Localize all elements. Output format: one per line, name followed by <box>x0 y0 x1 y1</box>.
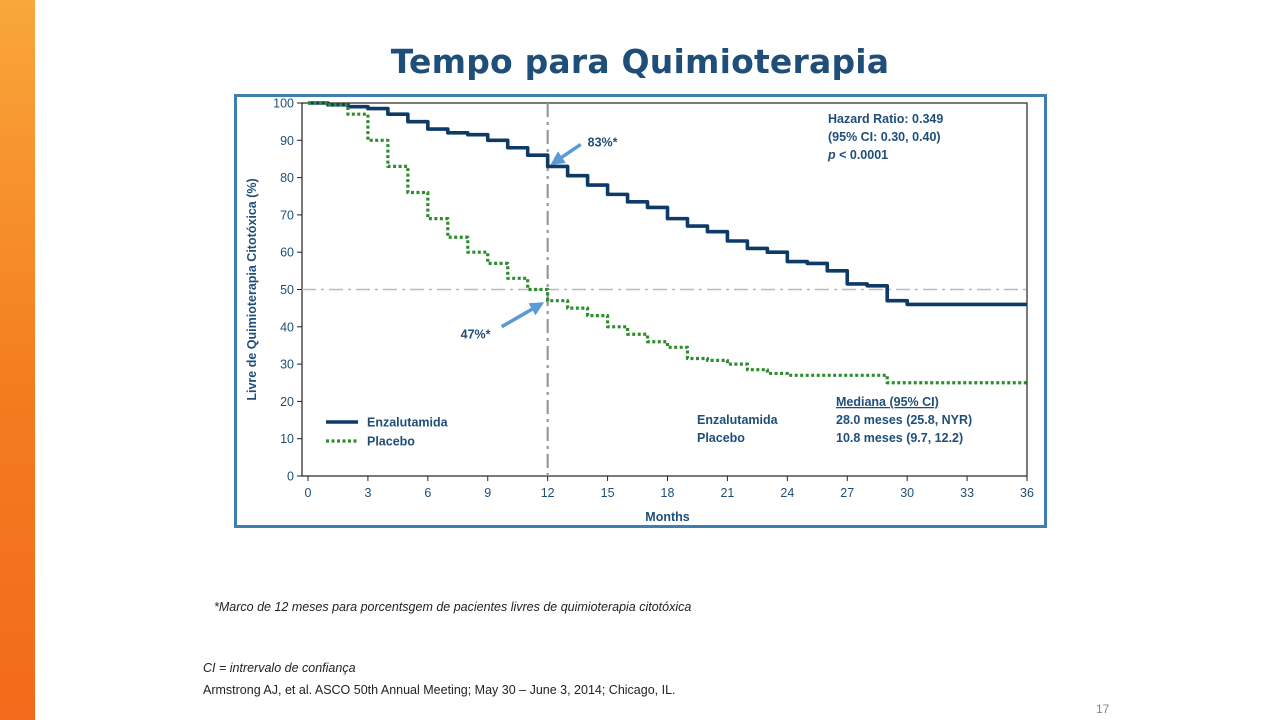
x-tick-label: 24 <box>780 486 794 500</box>
x-axis-label: Months <box>645 510 689 524</box>
y-tick-label: 40 <box>280 320 294 334</box>
x-tick-label: 15 <box>601 486 615 500</box>
slide-title: Tempo para Quimioterapia <box>390 42 890 81</box>
legend-label: Enzalutamida <box>367 416 449 430</box>
legend-label: Placebo <box>367 435 415 449</box>
x-tick-label: 36 <box>1020 486 1034 500</box>
reference-citation: Armstrong AJ, et al. ASCO 50th Annual Me… <box>203 683 676 697</box>
y-tick-label: 50 <box>280 283 294 297</box>
x-tick-label: 9 <box>484 486 491 500</box>
x-tick-label: 27 <box>840 486 854 500</box>
annotation-arrow <box>550 142 582 165</box>
y-tick-label: 30 <box>280 358 294 372</box>
y-tick-label: 20 <box>280 395 294 409</box>
p-value-symbol: p <box>827 148 836 162</box>
x-tick-label: 33 <box>960 486 974 500</box>
series-line-enzalutamida <box>308 101 1027 307</box>
footnote: *Marco de 12 meses para porcentsgem de p… <box>214 600 692 614</box>
x-tick-label: 18 <box>661 486 675 500</box>
abbreviation-note: CI = intrervalo de confiança <box>203 661 356 675</box>
x-tick-label: 3 <box>364 486 371 500</box>
median-table-value: 28.0 meses (25.8, NYR) <box>836 413 972 427</box>
x-tick-label: 12 <box>541 486 555 500</box>
y-tick-label: 0 <box>287 470 294 484</box>
median-table-label: Placebo <box>697 431 745 445</box>
x-tick-label: 30 <box>900 486 914 500</box>
annotation-label: 47%* <box>461 328 491 342</box>
x-tick-label: 6 <box>424 486 431 500</box>
y-tick-label: 80 <box>280 171 294 185</box>
x-tick-label: 0 <box>305 486 312 500</box>
y-tick-label: 10 <box>280 432 294 446</box>
page-number: 17 <box>1096 702 1110 716</box>
chart-frame <box>234 94 1047 528</box>
hazard-ratio-text: Hazard Ratio: 0.349 <box>828 112 943 126</box>
annotation-arrow <box>500 302 545 329</box>
y-tick-label: 90 <box>280 134 294 148</box>
y-tick-label: 70 <box>280 208 294 222</box>
y-tick-label: 100 <box>273 97 294 111</box>
median-table-label: Enzalutamida <box>697 413 779 427</box>
median-table-header: Mediana (95% CI) <box>836 395 939 409</box>
x-tick-label: 21 <box>720 486 734 500</box>
p-value-text: p < 0.0001 <box>827 148 888 162</box>
orange-side-bar <box>0 0 35 720</box>
annotation-label: 83%* <box>588 135 618 149</box>
y-axis-label: Livre de Quimioterapia Citotóxica (%) <box>245 178 259 400</box>
y-tick-label: 60 <box>280 246 294 260</box>
p-value-number: < 0.0001 <box>836 148 889 162</box>
median-table-value: 10.8 meses (9.7, 12.2) <box>836 431 963 445</box>
hazard-ratio-ci-text: (95% CI: 0.30, 0.40) <box>828 130 941 144</box>
series-line-placebo <box>308 101 1027 385</box>
